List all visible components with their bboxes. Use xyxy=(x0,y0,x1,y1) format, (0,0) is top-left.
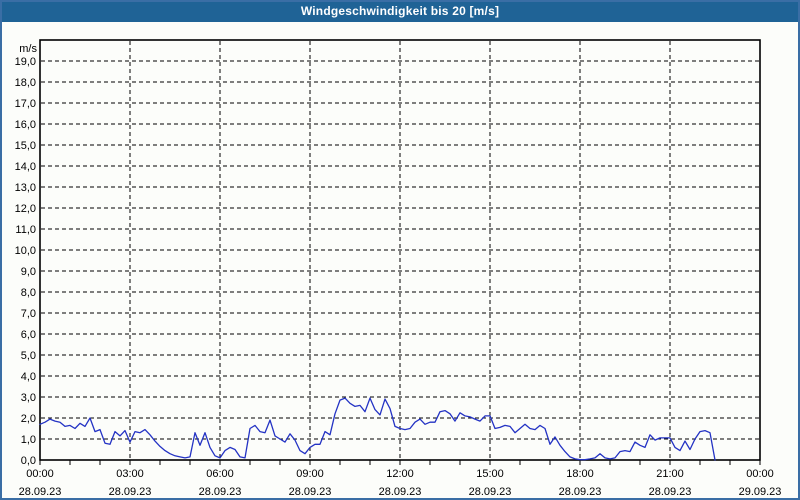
y-tick-label: 12,0 xyxy=(15,203,36,215)
y-tick-label: 5,0 xyxy=(21,350,36,362)
chart-title: Windgeschwindigkeit bis 20 [m/s] xyxy=(300,4,500,18)
y-tick-label: 10,0 xyxy=(15,245,36,257)
y-tick-label: 19,0 xyxy=(15,56,36,68)
x-tick-time-label: 06:00 xyxy=(206,468,234,480)
x-tick-date-label: 28.09.23 xyxy=(199,486,242,498)
y-axis-labels: 0,0 1,0 2,0 3,0 4,0 5,0 6,0 7,0 8,0 9,0 10,0 11,0 12… xyxy=(15,43,38,467)
x-tick-time-label: 15:00 xyxy=(476,468,504,480)
gridlines xyxy=(41,41,759,459)
y-tick-label: 2,0 xyxy=(21,413,36,425)
y-tick-label: 0,0 xyxy=(21,455,36,467)
x-tick-time-label: 12:00 xyxy=(386,468,414,480)
y-tick-label: 17,0 xyxy=(15,98,36,110)
x-tick-date-label: 29.09.23 xyxy=(739,486,782,498)
x-tick-time-label: 03:00 xyxy=(116,468,144,480)
x-tick-time-label: 18:00 xyxy=(566,468,594,480)
x-tick-date-label: 28.09.23 xyxy=(19,486,62,498)
x-tick-time-label: 21:00 xyxy=(656,468,684,480)
y-tick-label: 7,0 xyxy=(21,308,36,320)
y-tick-label: 16,0 xyxy=(15,119,36,131)
x-axis-labels: 00:00 28.09.23 03:00 28.09.23 06:00 28.09.23 0… xyxy=(19,468,782,498)
x-tick-time-label: 09:00 xyxy=(296,468,324,480)
y-tick-label: 1,0 xyxy=(21,434,36,446)
x-axis-ticks xyxy=(39,460,761,465)
y-tick-label: 4,0 xyxy=(21,371,36,383)
x-tick-date-label: 28.09.23 xyxy=(289,486,332,498)
y-tick-label: 3,0 xyxy=(21,392,36,404)
x-tick-time-label: 00:00 xyxy=(26,468,54,480)
x-tick-date-label: 28.09.23 xyxy=(469,486,512,498)
x-tick-time-label: 00:00 xyxy=(746,468,774,480)
wind-speed-line xyxy=(39,397,716,461)
x-tick-date-label: 28.09.23 xyxy=(559,486,602,498)
y-tick-label: 14,0 xyxy=(15,161,36,173)
y-axis-unit-label: m/s xyxy=(19,43,37,55)
y-tick-label: 8,0 xyxy=(21,287,36,299)
x-tick-date-label: 28.09.23 xyxy=(109,486,152,498)
y-tick-label: 11,0 xyxy=(15,224,36,236)
y-tick-label: 6,0 xyxy=(21,329,36,341)
x-tick-date-label: 28.09.23 xyxy=(649,486,692,498)
y-tick-label: 9,0 xyxy=(21,266,36,278)
y-tick-label: 13,0 xyxy=(15,182,36,194)
x-tick-date-label: 28.09.23 xyxy=(379,486,422,498)
y-tick-label: 15,0 xyxy=(15,140,36,152)
title-bar: Windgeschwindigkeit bis 20 [m/s] xyxy=(2,2,798,22)
y-tick-label: 18,0 xyxy=(15,77,36,89)
